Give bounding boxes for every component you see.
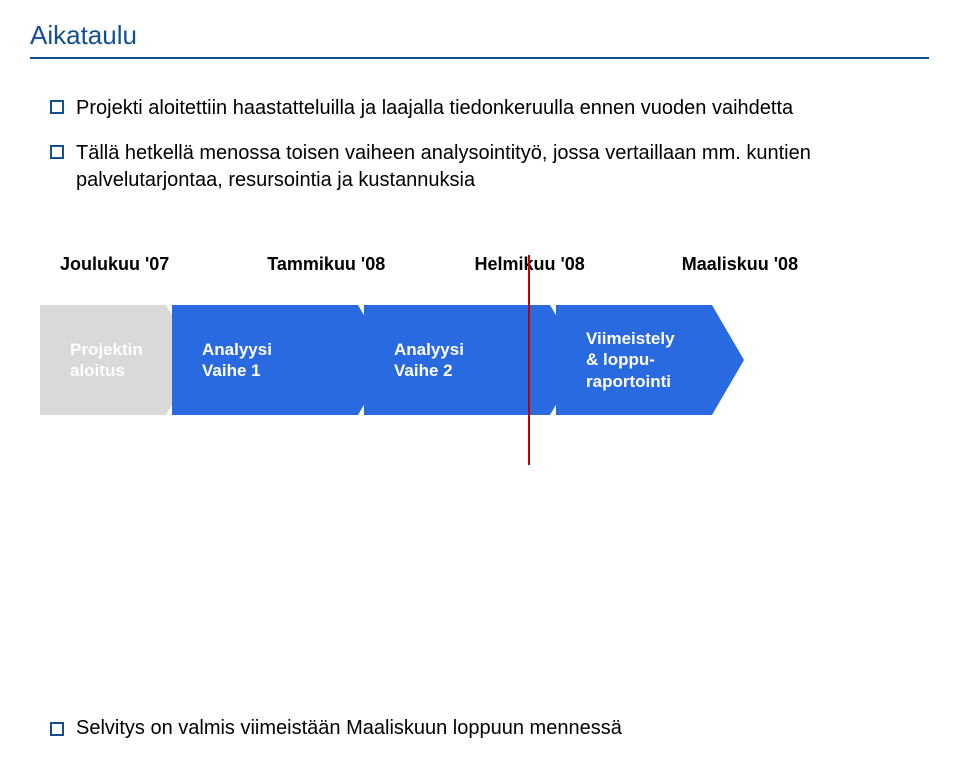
- bullet-text: Projekti aloitettiin haastatteluilla ja …: [76, 95, 793, 122]
- arrow-body: AnalyysiVaihe 1: [172, 305, 358, 415]
- arrow-head-icon: [712, 305, 744, 415]
- current-time-marker: [528, 255, 530, 465]
- footer-text: Selvitys on valmis viimeistään Maaliskuu…: [76, 717, 622, 740]
- arrow-body: Viimeistely& loppu-raportointi: [556, 305, 712, 415]
- phase-arrow-end: Viimeistely& loppu-raportointi: [556, 305, 744, 415]
- arrow-body: Projektinaloitus: [40, 305, 166, 415]
- bullet-text: Tällä hetkellä menossa toisen vaiheen an…: [76, 140, 929, 194]
- month-label: Joulukuu '07: [60, 254, 267, 275]
- page-title: Aikataulu: [30, 20, 929, 51]
- phase-label: Viimeistely& loppu-raportointi: [586, 328, 675, 392]
- month-label: Helmikuu '08: [475, 254, 682, 275]
- timeline-month-labels: Joulukuu '07 Tammikuu '08 Helmikuu '08 M…: [60, 254, 889, 275]
- title-underline: [30, 57, 929, 59]
- month-label: Tammikuu '08: [267, 254, 474, 275]
- phase-label: AnalyysiVaihe 2: [394, 339, 464, 382]
- month-label: Maaliskuu '08: [682, 254, 889, 275]
- bullet-list: Projekti aloitettiin haastatteluilla ja …: [50, 95, 929, 194]
- square-bullet-icon: [50, 100, 64, 114]
- bullet-item: Projekti aloitettiin haastatteluilla ja …: [50, 95, 929, 122]
- phase-label: Projektinaloitus: [70, 339, 143, 382]
- square-bullet-icon: [50, 722, 64, 736]
- bullet-item: Tällä hetkellä menossa toisen vaiheen an…: [50, 140, 929, 194]
- timeline-arrows: Projektinaloitus AnalyysiVaihe 1 Analyys…: [40, 295, 919, 425]
- phase-label: AnalyysiVaihe 1: [202, 339, 272, 382]
- footer-bullet: Selvitys on valmis viimeistään Maaliskuu…: [50, 717, 622, 740]
- phase-arrow: AnalyysiVaihe 2: [364, 305, 582, 415]
- square-bullet-icon: [50, 145, 64, 159]
- phase-arrow: AnalyysiVaihe 1: [172, 305, 390, 415]
- arrow-body: AnalyysiVaihe 2: [364, 305, 550, 415]
